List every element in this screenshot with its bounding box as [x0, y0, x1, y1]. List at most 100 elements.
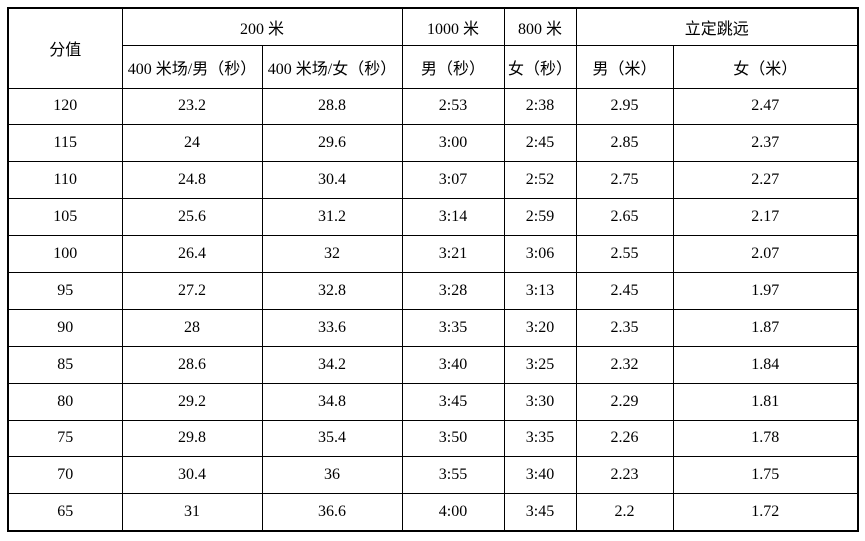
table-cell: 2:38	[503, 87, 577, 126]
table-cell: 3:06	[503, 235, 577, 273]
table-cell: 3:07	[401, 161, 505, 200]
header-200m-female: 400 米场/女（秒）	[261, 44, 403, 89]
table-cell: 34.8	[261, 382, 403, 421]
table-cell: 31	[121, 493, 263, 532]
table-cell: 32.8	[261, 271, 403, 310]
table-cell: 3:00	[401, 124, 505, 163]
table-cell: 100	[7, 235, 123, 273]
table-row: 95 27.2 32.8 3:28 3:13 2.45 1.97	[7, 271, 859, 310]
table-cell: 24.8	[121, 161, 263, 200]
table-cell: 2.07	[672, 235, 859, 273]
table-cell: 34.2	[261, 345, 403, 384]
table-cell: 2.37	[672, 124, 859, 163]
table-cell: 3:45	[401, 382, 505, 421]
table-row: 65 31 36.6 4:00 3:45 2.2 1.72	[7, 493, 859, 532]
table-cell: 3:20	[503, 308, 577, 347]
table-cell: 2.35	[575, 308, 674, 347]
table-cell: 3:40	[401, 345, 505, 384]
table-cell: 36	[261, 456, 403, 495]
table-cell: 29.6	[261, 124, 403, 163]
table-cell: 31.2	[261, 198, 403, 237]
table-cell: 4:00	[401, 493, 505, 532]
table-cell: 2.47	[672, 87, 859, 126]
table-cell: 3:45	[503, 493, 577, 532]
table-cell: 110	[7, 161, 123, 200]
header-event-200m: 200 米	[121, 7, 403, 46]
table-cell: 2:59	[503, 198, 577, 237]
table-cell: 105	[7, 198, 123, 237]
table-cell: 75	[7, 419, 123, 458]
table-cell: 26.4	[121, 235, 263, 273]
table-cell: 1.97	[672, 271, 859, 310]
header-row-subcolumns: 400 米场/男（秒） 400 米场/女（秒） 男（秒） 女（秒） 男（米） 女…	[8, 44, 859, 89]
table-cell: 2.75	[575, 161, 674, 200]
table-cell: 23.2	[121, 87, 263, 126]
header-jump-male: 男（米）	[575, 44, 674, 89]
table-cell: 27.2	[121, 271, 263, 310]
fitness-score-table: 分值 200 米 1000 米 800 米 立定跳远 400 米场/男（秒） 4…	[7, 7, 860, 532]
table-row: 75 29.8 35.4 3:50 3:35 2.26 1.78	[7, 419, 859, 458]
table-cell: 1.75	[672, 456, 859, 495]
table-cell: 2.65	[575, 198, 674, 237]
table-cell: 3:35	[503, 419, 577, 458]
table-cell: 29.8	[121, 419, 263, 458]
table-cell: 70	[7, 456, 123, 495]
table-header: 分值 200 米 1000 米 800 米 立定跳远 400 米场/男（秒） 4…	[7, 7, 859, 89]
header-event-1000m: 1000 米	[401, 7, 505, 46]
header-1000m-male: 男（秒）	[401, 44, 505, 89]
header-row-events: 分值 200 米 1000 米 800 米 立定跳远	[7, 7, 859, 89]
table-row: 90 28 33.6 3:35 3:20 2.35 1.87	[7, 308, 859, 347]
table-row: 105 25.6 31.2 3:14 2:59 2.65 2.17	[7, 198, 859, 237]
table-cell: 2.45	[575, 271, 674, 310]
table-cell: 33.6	[261, 308, 403, 347]
header-score: 分值	[7, 7, 123, 89]
table-cell: 2:45	[503, 124, 577, 163]
table-cell: 3:21	[401, 235, 505, 273]
table-row: 120 23.2 28.8 2:53 2:38 2.95 2.47	[7, 87, 859, 126]
table-cell: 2.26	[575, 419, 674, 458]
table-cell: 90	[7, 308, 123, 347]
table-cell: 28	[121, 308, 263, 347]
table-cell: 95	[7, 271, 123, 310]
table-cell: 30.4	[261, 161, 403, 200]
table-cell: 36.6	[261, 493, 403, 532]
table-cell: 32	[261, 235, 403, 273]
table-cell: 2.27	[672, 161, 859, 200]
table-cell: 115	[7, 124, 123, 163]
table-cell: 3:25	[503, 345, 577, 384]
table-cell: 2.17	[672, 198, 859, 237]
table-cell: 28.6	[121, 345, 263, 384]
table-body: 120 23.2 28.8 2:53 2:38 2.95 2.47 115 24 29.6 3:00…	[7, 87, 859, 532]
table-cell: 2.2	[575, 493, 674, 532]
table-cell: 1.84	[672, 345, 859, 384]
table-row: 100 26.4 32 3:21 3:06 2.55 2.07	[7, 235, 859, 273]
table-cell: 1.81	[672, 382, 859, 421]
header-800m-female: 女（秒）	[503, 44, 577, 89]
table-cell: 30.4	[121, 456, 263, 495]
table-cell: 3:30	[503, 382, 577, 421]
table-cell: 35.4	[261, 419, 403, 458]
table-row: 85 28.6 34.2 3:40 3:25 2.32 1.84	[7, 345, 859, 384]
table-cell: 3:35	[401, 308, 505, 347]
table-cell: 3:13	[503, 271, 577, 310]
table-cell: 1.87	[672, 308, 859, 347]
header-200m-male: 400 米场/男（秒）	[121, 44, 263, 89]
table-row: 80 29.2 34.8 3:45 3:30 2.29 1.81	[7, 382, 859, 421]
table-cell: 85	[7, 345, 123, 384]
table-cell: 25.6	[121, 198, 263, 237]
table-cell: 2:53	[401, 87, 505, 126]
table-cell: 2.32	[575, 345, 674, 384]
table-cell: 2.55	[575, 235, 674, 273]
table-cell: 29.2	[121, 382, 263, 421]
table-cell: 65	[7, 493, 123, 532]
table-cell: 120	[7, 87, 123, 126]
table-cell: 3:28	[401, 271, 505, 310]
header-jump-female: 女（米）	[672, 44, 859, 89]
table-cell: 3:50	[401, 419, 505, 458]
table-cell: 3:55	[401, 456, 505, 495]
table-cell: 3:14	[401, 198, 505, 237]
table-row: 70 30.4 36 3:55 3:40 2.23 1.75	[7, 456, 859, 495]
table-cell: 2.29	[575, 382, 674, 421]
table-cell: 24	[121, 124, 263, 163]
